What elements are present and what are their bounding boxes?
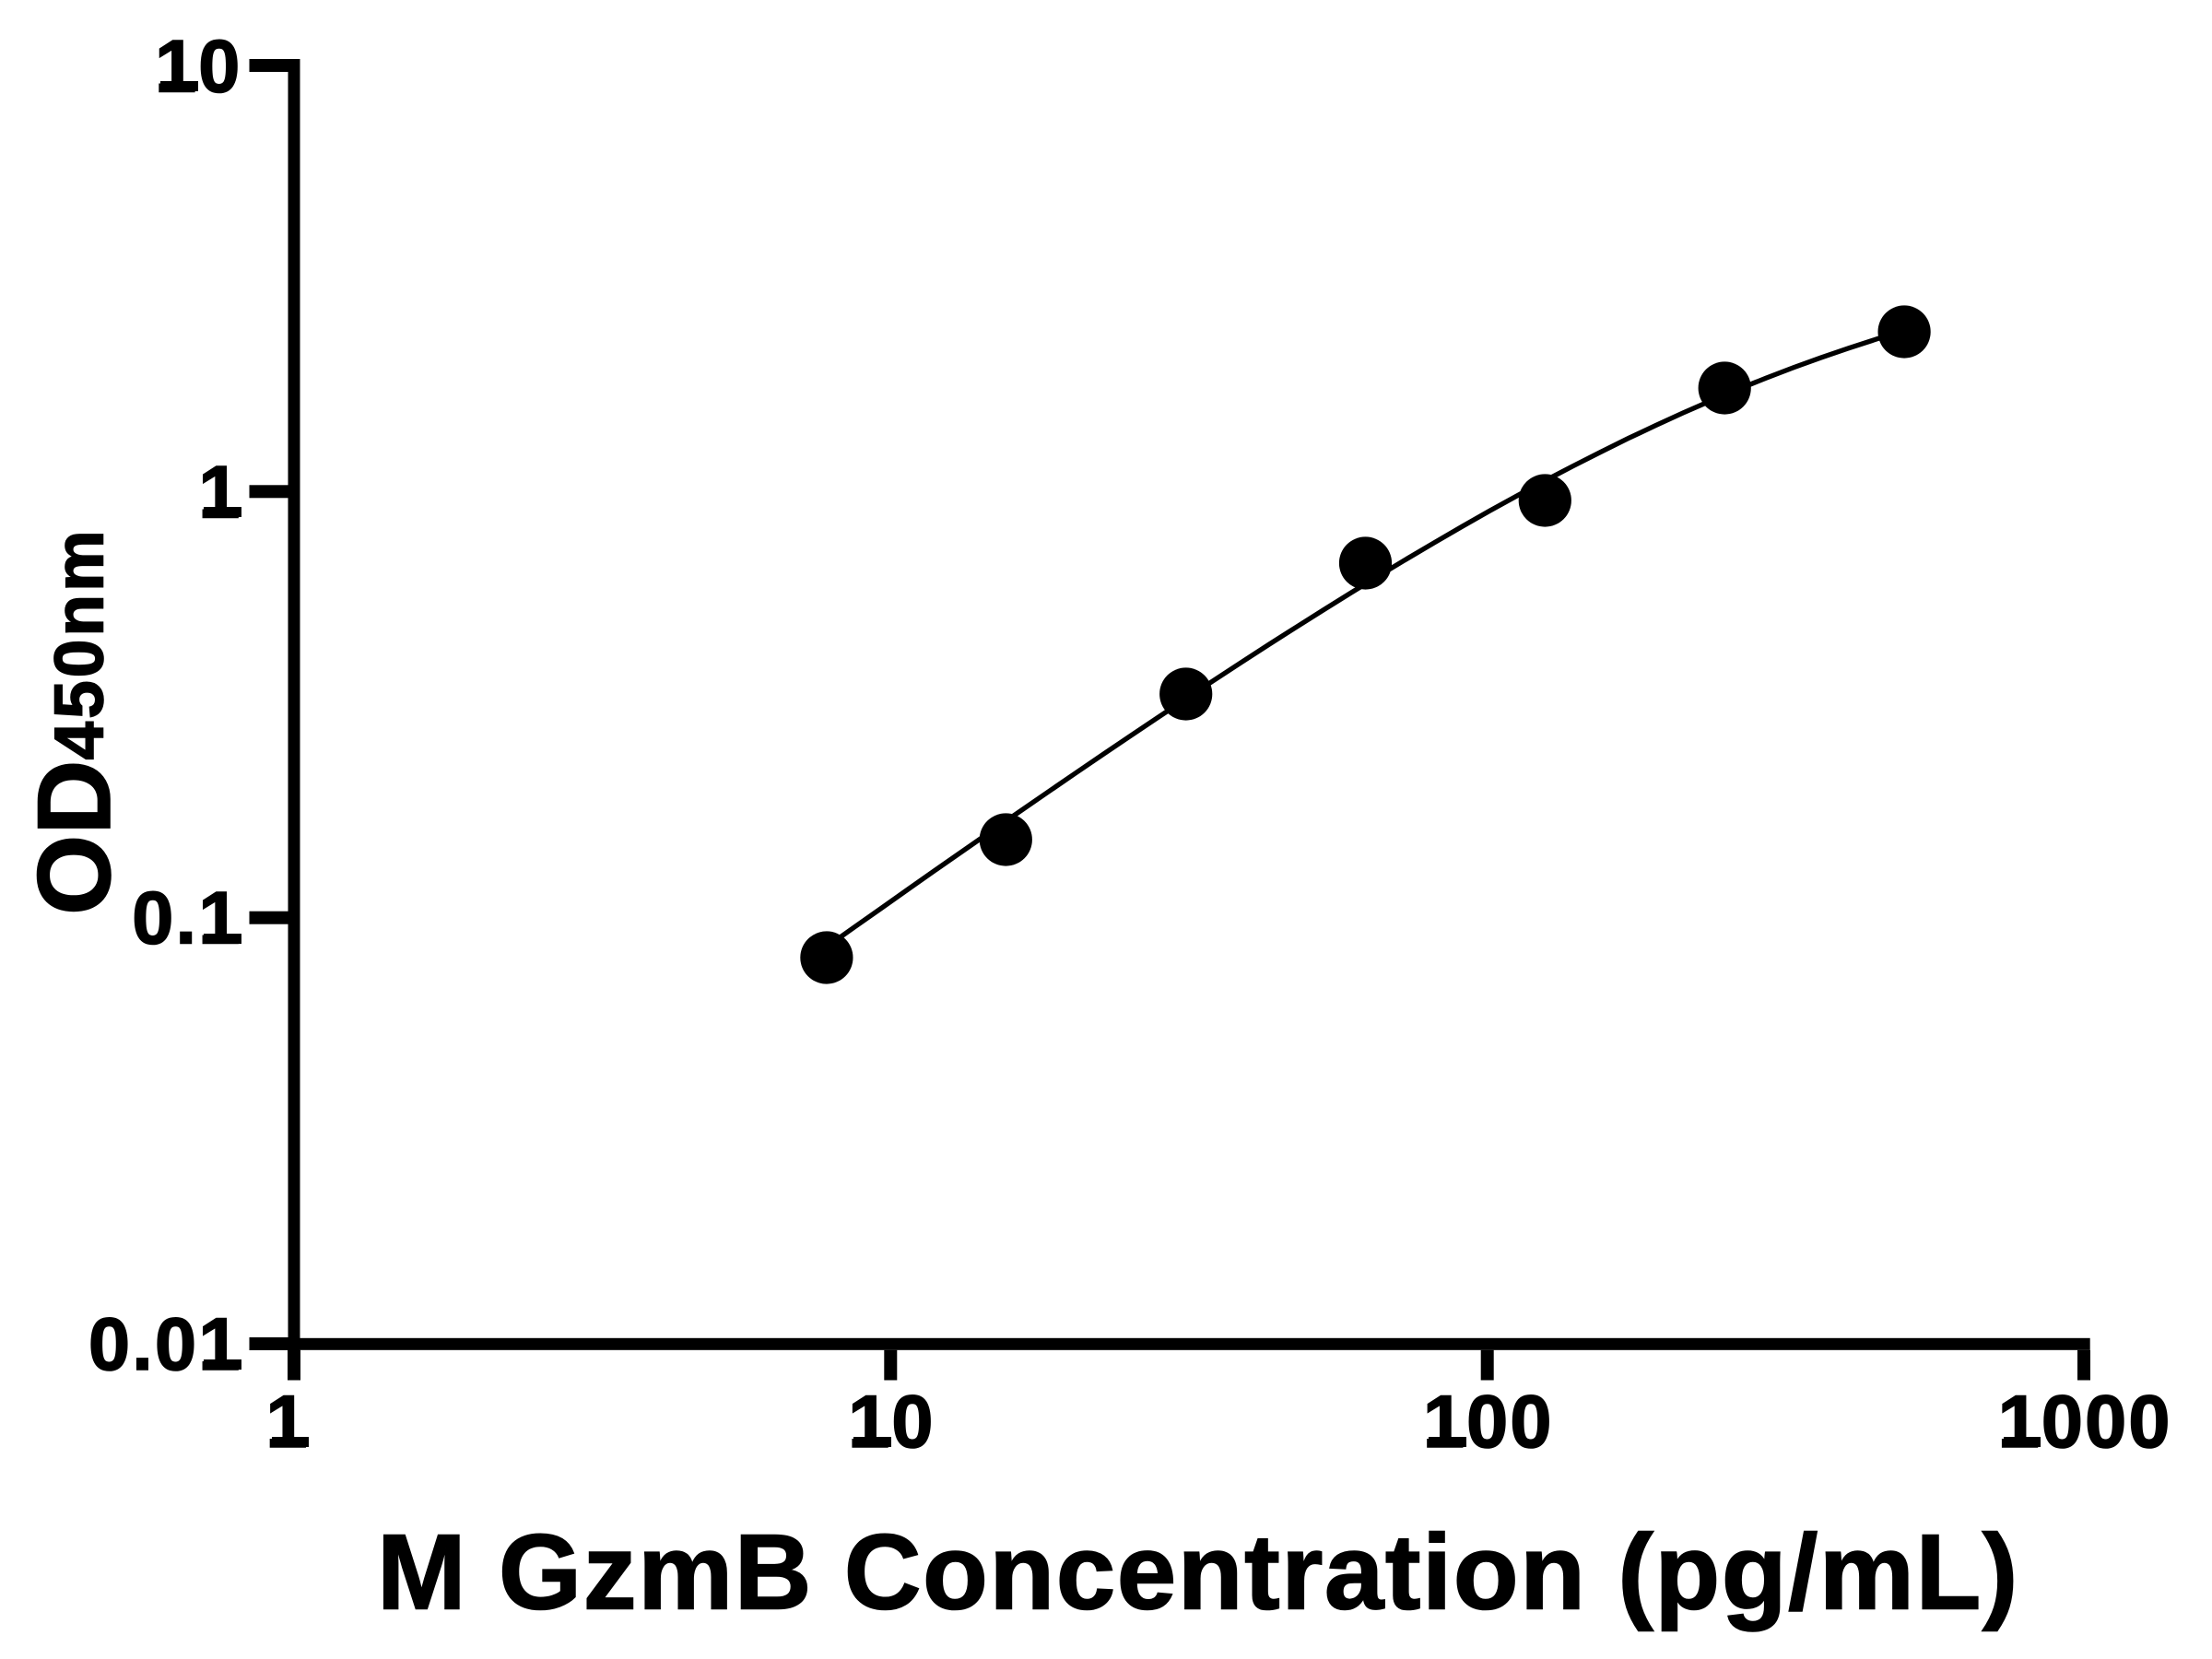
svg-text:10: 10 [155,25,242,108]
svg-text:0.1: 0.1 [132,877,241,960]
svg-text:M GzmB Concentration (pg/mL): M GzmB Concentration (pg/mL) [377,1512,2019,1632]
svg-text:OD450nm: OD450nm [16,527,132,915]
svg-text:0.01: 0.01 [88,1303,241,1386]
svg-text:1: 1 [198,451,241,534]
svg-text:10: 10 [848,1381,935,1464]
svg-text:1: 1 [265,1381,309,1464]
svg-text:100: 100 [1423,1381,1554,1464]
svg-text:1000: 1000 [1998,1381,2172,1464]
